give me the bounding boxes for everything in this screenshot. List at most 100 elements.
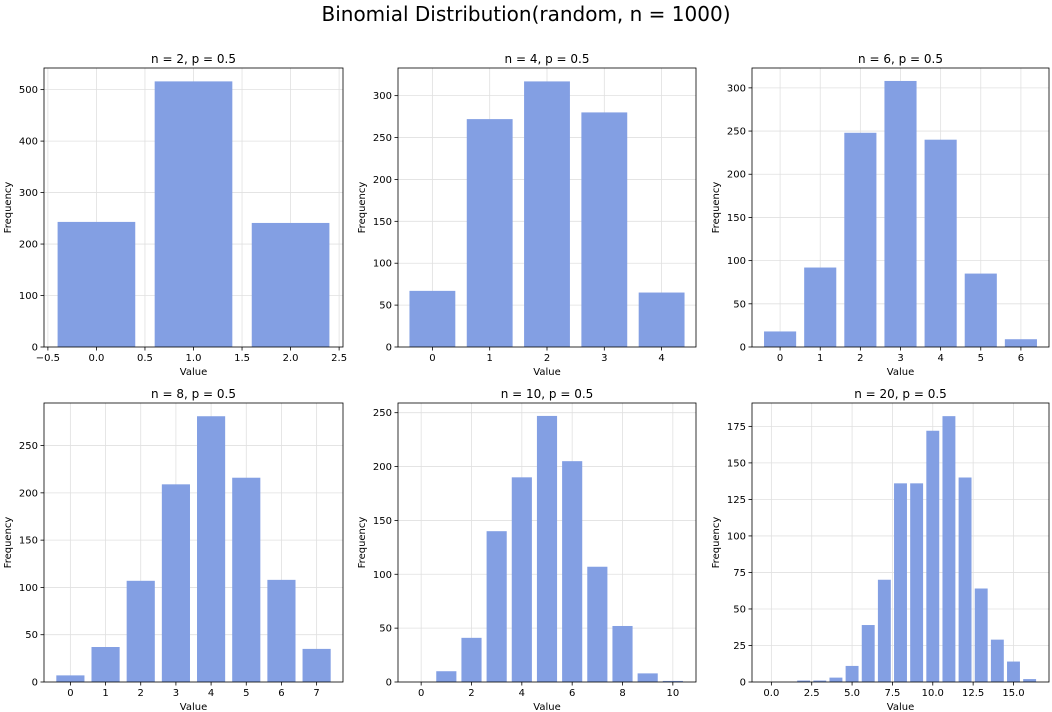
bar — [536, 415, 558, 682]
x-tick-label: 8 — [619, 688, 625, 699]
subplot-4: 0 1 2 3 4 5 6 7 0 50 100 150 200 250 n = 8, p = 0.5 Val… — [3, 387, 344, 712]
subplot-title: n = 8, p = 0.5 — [151, 387, 236, 401]
x-axis-label: Value — [180, 702, 207, 712]
y-tick-label: 0 — [740, 343, 746, 354]
bar — [813, 680, 827, 682]
bar — [436, 671, 457, 682]
y-tick-label: 200 — [19, 240, 38, 251]
y-tick-label: 200 — [373, 175, 392, 186]
x-axis-label: Value — [533, 702, 560, 712]
x-tick-label: 0.0 — [763, 688, 779, 699]
bar — [845, 665, 859, 682]
y-tick-label: 200 — [727, 170, 746, 181]
axes-frame — [397, 402, 697, 683]
y-tick-label: 25 — [733, 641, 746, 652]
x-tick-label: 10 — [666, 688, 679, 699]
y-tick-label: 0 — [386, 678, 392, 689]
bar — [1023, 679, 1037, 682]
y-tick-label: 400 — [19, 137, 38, 148]
x-tick-label: 7.5 — [884, 688, 900, 699]
bar — [926, 430, 940, 682]
y-tick-label: 50 — [379, 624, 392, 635]
y-axis-label: Frequency — [711, 182, 722, 234]
y-tick-label: 0 — [32, 343, 38, 354]
bar — [587, 566, 608, 682]
y-axis-label: Frequency — [357, 517, 368, 569]
bar — [764, 331, 797, 347]
bar — [267, 579, 296, 682]
x-tick-label: 15.0 — [1002, 688, 1024, 699]
x-tick-label: 2 — [544, 353, 550, 364]
y-tick-label: 75 — [733, 568, 746, 579]
x-tick-label: 5 — [978, 353, 984, 364]
subplot-title: n = 10, p = 0.5 — [501, 387, 594, 401]
bar — [804, 267, 837, 347]
subplot-title: n = 20, p = 0.5 — [854, 387, 947, 401]
x-tick-label: 1 — [487, 353, 493, 364]
bar — [638, 292, 685, 347]
y-tick-label: 150 — [727, 213, 746, 224]
x-tick-label: 2.5 — [331, 353, 347, 364]
subplot-title: n = 4, p = 0.5 — [505, 52, 590, 66]
y-tick-label: 175 — [727, 422, 746, 433]
bar — [562, 461, 583, 682]
y-tick-label: 150 — [373, 217, 392, 228]
bar — [197, 416, 226, 682]
bar — [861, 625, 875, 682]
y-tick-label: 150 — [19, 536, 38, 547]
subplot-3: 0 1 2 3 4 5 6 0 50 100 150 200 250 300 n = 6, p = 0.5 V… — [711, 52, 1050, 378]
bar — [461, 637, 482, 682]
bar — [797, 680, 811, 682]
figure-title: Binomial Distribution(random, n = 1000) — [321, 2, 731, 26]
y-tick-label: 300 — [373, 91, 392, 102]
bar — [877, 579, 891, 682]
x-tick-label: 4 — [208, 688, 214, 699]
subplot-1: −0.5 0.0 0.5 1.0 1.5 2.0 2.5 0 100 200 300 400 500 n … — [3, 52, 347, 378]
bar — [990, 639, 1004, 682]
bar — [829, 677, 843, 682]
bar — [974, 588, 988, 682]
y-tick-label: 100 — [727, 256, 746, 267]
y-tick-label: 125 — [727, 495, 746, 506]
y-tick-label: 100 — [19, 583, 38, 594]
x-tick-label: 0 — [429, 353, 435, 364]
x-tick-label: 5 — [243, 688, 249, 699]
bar — [91, 647, 120, 682]
x-tick-label: 3 — [601, 353, 607, 364]
y-tick-label: 100 — [19, 291, 38, 302]
x-tick-label: 4 — [658, 353, 664, 364]
y-tick-label: 300 — [727, 83, 746, 94]
bar — [924, 139, 957, 347]
bar — [154, 81, 233, 348]
bar — [942, 416, 956, 682]
y-tick-label: 150 — [727, 458, 746, 469]
y-tick-label: 100 — [727, 531, 746, 542]
bar — [56, 675, 85, 682]
y-axis-label: Frequency — [711, 517, 722, 569]
y-tick-label: 250 — [373, 133, 392, 144]
bar — [511, 477, 532, 682]
x-tick-label: 2 — [857, 353, 863, 364]
bar — [57, 221, 136, 347]
bar — [910, 483, 924, 682]
subplot-title: n = 6, p = 0.5 — [858, 52, 943, 66]
x-axis-label: Value — [887, 367, 914, 378]
bar — [844, 132, 877, 347]
x-tick-label: 2.0 — [283, 353, 299, 364]
bar — [581, 112, 628, 348]
y-tick-label: 50 — [733, 299, 746, 310]
x-tick-label: 1.5 — [234, 353, 250, 364]
x-tick-label: 3 — [173, 688, 179, 699]
y-tick-label: 200 — [373, 462, 392, 473]
x-tick-label: 2 — [468, 688, 474, 699]
y-tick-label: 50 — [733, 604, 746, 615]
x-tick-label: 2 — [138, 688, 144, 699]
bar — [1004, 339, 1037, 347]
x-tick-label: 10.0 — [922, 688, 944, 699]
y-tick-label: 150 — [373, 516, 392, 527]
x-tick-label: 7 — [313, 688, 319, 699]
axes-frame — [43, 402, 344, 683]
bar — [524, 81, 570, 348]
